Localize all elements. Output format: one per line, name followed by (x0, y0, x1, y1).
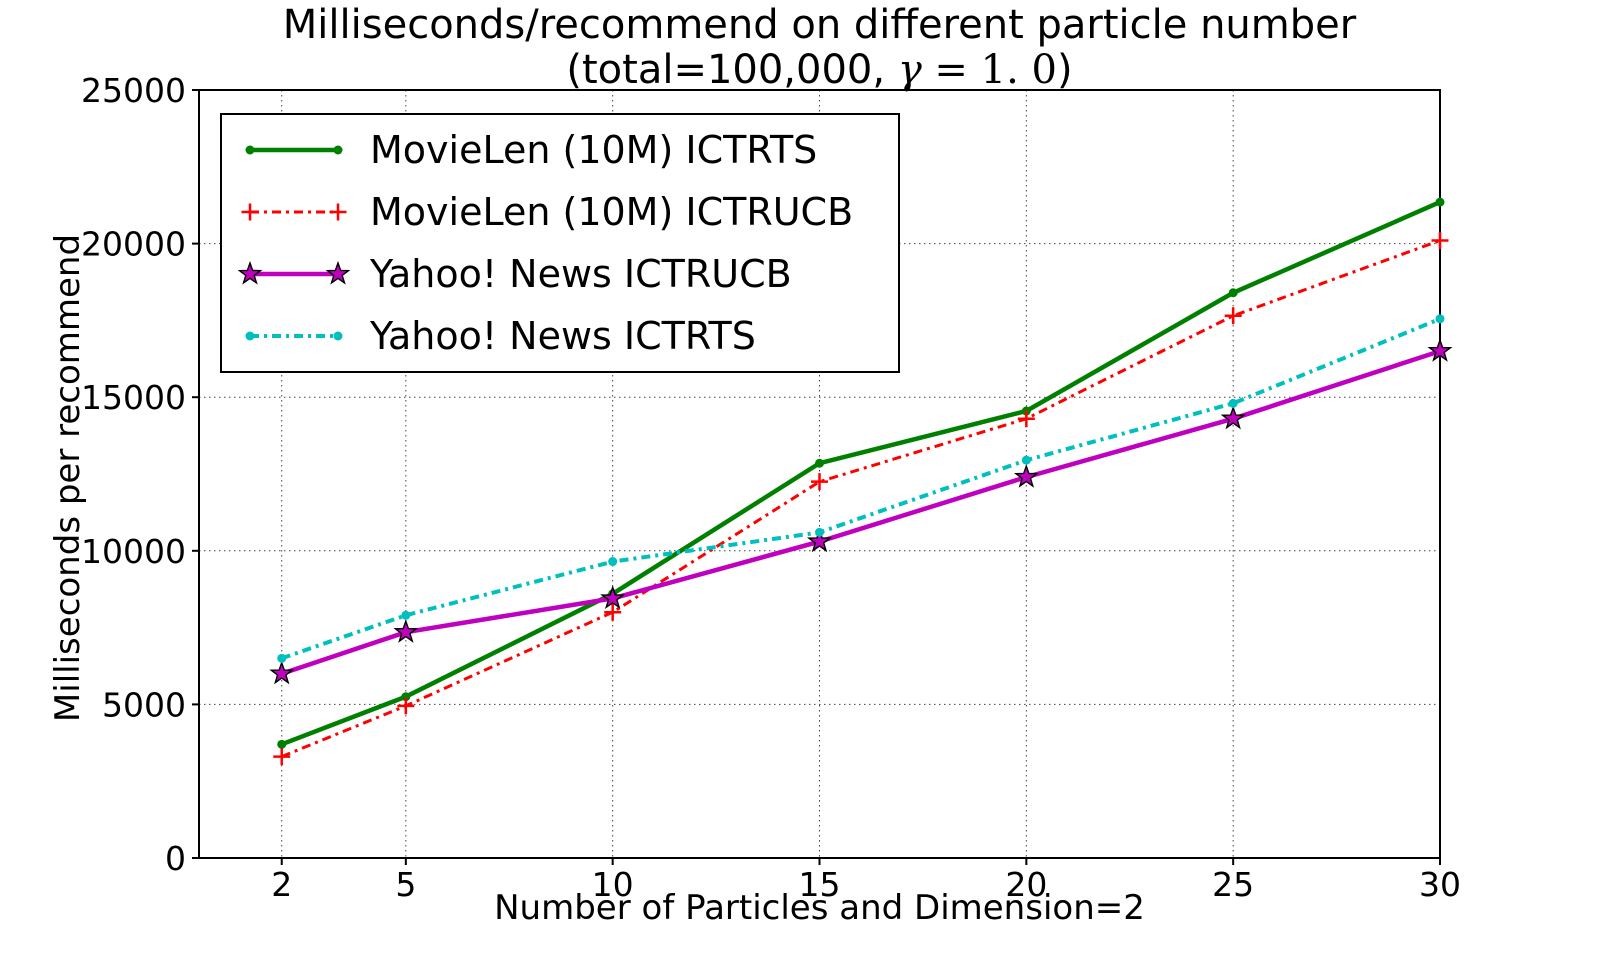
y-tick-label-15000: 15000 (81, 378, 186, 417)
plus-marker (329, 203, 347, 221)
star-marker (1220, 405, 1246, 430)
star-marker (1427, 337, 1453, 362)
series-yahoo-news-ictrts (277, 314, 1445, 663)
x-tick-label-2: 2 (271, 865, 292, 904)
plus-marker (1017, 410, 1035, 428)
x-tick-label-20: 20 (1005, 865, 1047, 904)
series-line-yahoo-news-ictrucb (280, 348, 1441, 676)
legend-label-yahoo-news-ictrucb: Yahoo! News ICTRUCB (370, 252, 792, 296)
subtitle-math: = 1. 0 (921, 47, 1057, 94)
legend-item-yahoo-news-ictrucb: Yahoo! News ICTRUCB (238, 243, 898, 305)
dot-marker (401, 692, 411, 702)
legend-item-movielen-10m-ictrts: MovieLen (10M) ICTRTS (238, 119, 898, 181)
dot-marker (815, 458, 824, 468)
x-tick-label-10: 10 (592, 865, 634, 904)
gamma-symbol: γ (897, 47, 922, 94)
plus-marker (604, 603, 622, 621)
legend-item-yahoo-news-ictrts: Yahoo! News ICTRTS (238, 305, 898, 367)
dot-marker (1435, 314, 1445, 324)
star-marker (600, 585, 626, 610)
legend-label-movielen-10m-ictrts: MovieLen (10M) ICTRTS (370, 128, 818, 172)
plus-marker (241, 203, 259, 221)
legend-sample-yahoo-news-ictrucb (238, 260, 350, 285)
legend-sample-movielen-10m-ictrts (245, 145, 343, 155)
plus-marker (397, 697, 415, 715)
y-tick-label-5000: 5000 (102, 685, 186, 724)
star-marker (269, 660, 295, 685)
dot-marker (277, 653, 287, 663)
legend-sample-movielen-10m-ictrucb (241, 203, 347, 221)
dot-marker (608, 557, 618, 567)
star-marker (1013, 463, 1039, 488)
dot-marker (1435, 197, 1445, 207)
x-axis-label: Number of Particles and Dimension=2 (494, 888, 1145, 928)
y-tick-label-10000: 10000 (81, 532, 186, 571)
star-marker (393, 619, 419, 643)
plus-marker (1224, 307, 1242, 325)
subtitle-prefix: (total=100,000, (566, 47, 898, 94)
subtitle-close: ) (1057, 47, 1073, 94)
dot-marker (1228, 288, 1238, 298)
y-tick-label-20000: 20000 (81, 225, 186, 264)
x-tick-label-25: 25 (1212, 865, 1254, 904)
star-marker (238, 260, 263, 285)
plus-marker (811, 473, 828, 491)
chart-title-line2: (total=100,000, γ = 1. 0) (199, 48, 1440, 93)
dot-marker (1021, 455, 1031, 465)
star-marker (325, 260, 350, 285)
dot-marker (1228, 398, 1238, 408)
legend-label-yahoo-news-ictrts: Yahoo! News ICTRTS (370, 314, 756, 358)
x-tick-label-30: 30 (1419, 865, 1461, 904)
plus-marker (273, 748, 291, 766)
x-tick-label-5: 5 (395, 865, 416, 904)
plus-marker (1431, 232, 1449, 250)
chart-title: Milliseconds/recommend on different part… (199, 2, 1440, 93)
legend-label-movielen-10m-ictrucb: MovieLen (10M) ICTRUCB (370, 190, 854, 234)
series-movielen-10m-ictrts (277, 197, 1445, 749)
x-tick-label-15: 15 (799, 865, 841, 904)
legend-item-movielen-10m-ictrucb: MovieLen (10M) ICTRUCB (238, 181, 898, 243)
dot-marker (333, 145, 343, 155)
y-tick-label-0: 0 (165, 839, 186, 878)
chart-title-line1: Milliseconds/recommend on different part… (282, 2, 1357, 48)
y-axis-label: Milliseconds per recommend (48, 233, 88, 723)
y-tick-label-25000: 25000 (81, 71, 186, 110)
dot-marker (333, 331, 343, 341)
series-movielen-10m-ictrucb (273, 232, 1449, 766)
dot-marker (245, 331, 255, 341)
legend-box: MovieLen (10M) ICTRTS MovieLen (10M) ICTR… (220, 113, 900, 373)
dot-marker (245, 145, 255, 155)
dot-marker (401, 610, 411, 620)
dot-marker (277, 739, 287, 749)
dot-marker (815, 527, 824, 537)
series-yahoo-news-ictrucb (269, 337, 1453, 685)
star-marker (806, 528, 833, 553)
legend-sample-yahoo-news-ictrts (245, 331, 343, 341)
